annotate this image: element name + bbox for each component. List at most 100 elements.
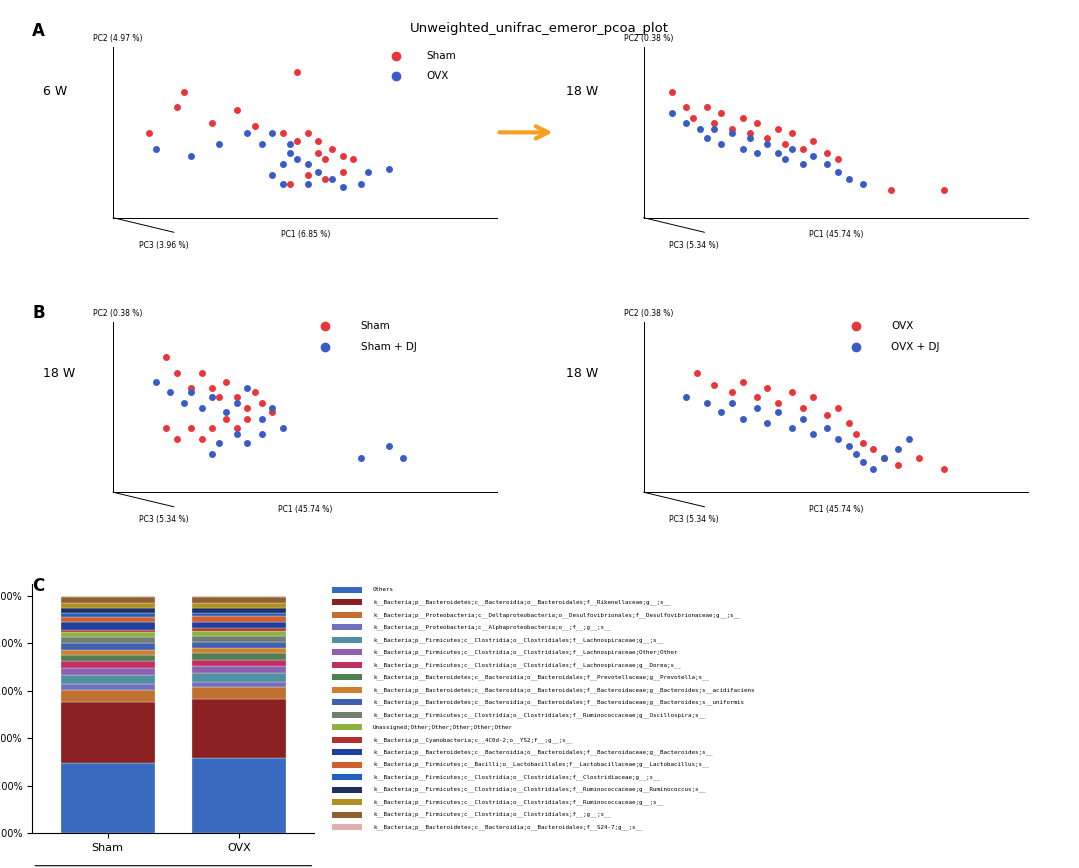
Bar xyxy=(192,597,286,602)
Bar xyxy=(332,587,361,593)
Text: Sham: Sham xyxy=(426,50,456,61)
Bar xyxy=(60,655,154,661)
Bar xyxy=(192,613,286,616)
Bar xyxy=(332,799,361,806)
Bar xyxy=(192,602,286,608)
Bar xyxy=(332,749,361,755)
Bar xyxy=(192,595,286,597)
Bar xyxy=(60,616,154,622)
Text: Unassigned;Other;Other;Other;Other;Other: Unassigned;Other;Other;Other;Other;Other xyxy=(373,725,513,730)
Text: PC2 (0.38 %): PC2 (0.38 %) xyxy=(624,308,673,318)
Text: PC2 (4.97 %): PC2 (4.97 %) xyxy=(93,34,142,43)
Text: k__Bacteria;p__Firmicutes;c__Clostridia;o__Clostridiales;f__Ruminococcaceae;g__;: k__Bacteria;p__Firmicutes;c__Clostridia;… xyxy=(373,799,664,805)
Bar xyxy=(332,674,361,681)
Text: k__Bacteria;p__Cyanobacteria;c__4C0d-2;o__YS2;f__;g__;s__: k__Bacteria;p__Cyanobacteria;c__4C0d-2;o… xyxy=(373,737,573,742)
Bar xyxy=(192,758,286,833)
Text: OVX: OVX xyxy=(426,71,449,82)
Bar xyxy=(332,824,361,830)
Bar xyxy=(332,700,361,706)
Bar xyxy=(332,774,361,780)
Bar xyxy=(192,687,286,699)
Text: k__Bacteria;p__Bacteroidetes;c__Bacteroidia;o__Bacteroidales;f__Prevotellaceae;g: k__Bacteria;p__Bacteroidetes;c__Bacteroi… xyxy=(373,674,709,681)
Text: k__Bacteria;p__Firmicutes;c__Clostridia;o__Clostridiales;f__;g__;s__: k__Bacteria;p__Firmicutes;c__Clostridia;… xyxy=(373,812,611,818)
Text: PC3 (5.34 %): PC3 (5.34 %) xyxy=(669,240,719,250)
Bar xyxy=(192,666,286,673)
Bar xyxy=(60,630,154,632)
Bar xyxy=(60,684,154,690)
Bar xyxy=(60,622,154,630)
Bar xyxy=(60,632,154,637)
Bar xyxy=(192,631,286,636)
Text: k__Bacteria;p__Proteobacteria;c__Alphaproteobacteria;o__;f__;g__;s__: k__Bacteria;p__Proteobacteria;c__Alphapr… xyxy=(373,625,611,630)
Text: k__Bacteria;p__Firmicutes;c__Clostridia;o__Clostridiales;f__Clostridiaceae;g__;s: k__Bacteria;p__Firmicutes;c__Clostridia;… xyxy=(373,774,660,780)
Text: k__Bacteria;p__Proteobacteria;c__Deltaproteobacteria;o__Desulfovibrionales;f__De: k__Bacteria;p__Proteobacteria;c__Deltapr… xyxy=(373,612,740,618)
Text: A: A xyxy=(32,22,45,40)
Bar xyxy=(332,600,361,606)
Bar xyxy=(192,616,286,621)
Bar xyxy=(332,737,361,743)
Bar xyxy=(192,608,286,613)
Bar xyxy=(192,621,286,628)
Text: PC3 (5.34 %): PC3 (5.34 %) xyxy=(139,515,189,524)
Bar xyxy=(192,641,286,648)
Bar xyxy=(60,595,154,597)
Text: Sham: Sham xyxy=(360,321,391,331)
Text: k__Bacteria;p__Firmicutes;c__Clostridia;o__Clostridiales;f__Ruminococcaceae;g__R: k__Bacteria;p__Firmicutes;c__Clostridia;… xyxy=(373,786,706,792)
Bar xyxy=(60,702,154,763)
Text: k__Bacteria;p__Firmicutes;c__Clostridia;o__Clostridiales;f__Lachnospiraceae;Othe: k__Bacteria;p__Firmicutes;c__Clostridia;… xyxy=(373,649,678,655)
Bar xyxy=(60,675,154,684)
Bar xyxy=(60,613,154,616)
Bar xyxy=(192,660,286,666)
Text: PC2 (0.38 %): PC2 (0.38 %) xyxy=(624,34,673,43)
Text: PC2 (0.38 %): PC2 (0.38 %) xyxy=(93,308,142,318)
Text: 18 W: 18 W xyxy=(43,367,76,379)
Text: k__Bacteria;p__Firmicutes;c__Clostridia;o__Clostridiales;f__Lachnospiraceae;g__;: k__Bacteria;p__Firmicutes;c__Clostridia;… xyxy=(373,637,664,642)
Text: Unweighted_unifrac_emeror_pcoa_plot: Unweighted_unifrac_emeror_pcoa_plot xyxy=(410,22,669,35)
Bar xyxy=(60,603,154,608)
Text: C: C xyxy=(32,577,44,595)
Text: Others: Others xyxy=(373,588,394,593)
Bar xyxy=(332,624,361,630)
Bar xyxy=(60,637,154,643)
Text: k__Bacteria;p__Firmicutes;c__Bacilli;o__Lactobacillales;f__Lactobacillaceae;g__L: k__Bacteria;p__Firmicutes;c__Bacilli;o__… xyxy=(373,762,709,767)
Text: PC3 (3.96 %): PC3 (3.96 %) xyxy=(139,240,189,250)
Bar xyxy=(192,681,286,687)
Bar xyxy=(332,724,361,730)
Text: k__Bacteria;p__Bacteroidetes;c__Bacteroidia;o__Bacteroidales;f__Bacteroidaceae;g: k__Bacteria;p__Bacteroidetes;c__Bacteroi… xyxy=(373,749,712,755)
Bar xyxy=(192,628,286,631)
Text: k__Bacteria;p__Bacteroidetes;c__Bacteroidia;o__Bacteroidales;f__Bacteroidaceae;g: k__Bacteria;p__Bacteroidetes;c__Bacteroi… xyxy=(373,700,745,705)
Bar xyxy=(60,661,154,667)
Bar xyxy=(332,687,361,693)
Bar xyxy=(60,608,154,613)
Text: OVX + DJ: OVX + DJ xyxy=(891,342,940,352)
Bar xyxy=(192,648,286,654)
Bar xyxy=(60,690,154,702)
Text: Sham + DJ: Sham + DJ xyxy=(360,342,416,352)
Text: B: B xyxy=(32,304,45,322)
Text: k__Bacteria;p__Firmicutes;c__Clostridia;o__Clostridiales;f__Lachnospiraceae;g__D: k__Bacteria;p__Firmicutes;c__Clostridia;… xyxy=(373,662,681,667)
Text: PC1 (6.85 %): PC1 (6.85 %) xyxy=(281,230,330,240)
Text: 6 W: 6 W xyxy=(43,85,67,97)
Bar xyxy=(60,649,154,655)
Text: 18 W: 18 W xyxy=(566,367,599,379)
Bar xyxy=(332,649,361,655)
Bar xyxy=(192,673,286,681)
Text: k__Bacteria;p__Bacteroidetes;c__Bacteroidia;o__Bacteroidales;f__Bacteroidaceae;g: k__Bacteria;p__Bacteroidetes;c__Bacteroi… xyxy=(373,687,754,693)
Text: 18 W: 18 W xyxy=(566,85,599,97)
Text: k__Bacteria;p__Firmicutes;c__Clostridia;o__Clostridiales;f__Ruminococcaceae;g__O: k__Bacteria;p__Firmicutes;c__Clostridia;… xyxy=(373,712,706,718)
Bar xyxy=(332,712,361,718)
Bar xyxy=(192,636,286,641)
Bar xyxy=(192,654,286,660)
Bar xyxy=(60,597,154,603)
Text: k__Bacteria;p__Bacteroidetes;c__Bacteroidia;o__Bacteroidales;f__Rikenellaceae;g_: k__Bacteria;p__Bacteroidetes;c__Bacteroi… xyxy=(373,600,670,605)
Bar xyxy=(332,637,361,643)
Text: OVX: OVX xyxy=(891,321,914,331)
Bar xyxy=(332,761,361,767)
Bar xyxy=(332,786,361,792)
Text: PC3 (5.34 %): PC3 (5.34 %) xyxy=(669,515,719,524)
Text: PC1 (45.74 %): PC1 (45.74 %) xyxy=(808,504,863,514)
Text: k__Bacteria;p__Bacteroidetes;c__Bacteroidia;o__Bacteroidales;f__S24-7;g__;s__: k__Bacteria;p__Bacteroidetes;c__Bacteroi… xyxy=(373,825,642,830)
Text: PC1 (45.74 %): PC1 (45.74 %) xyxy=(278,504,332,514)
Bar xyxy=(60,763,154,833)
Text: PC1 (45.74 %): PC1 (45.74 %) xyxy=(808,230,863,240)
